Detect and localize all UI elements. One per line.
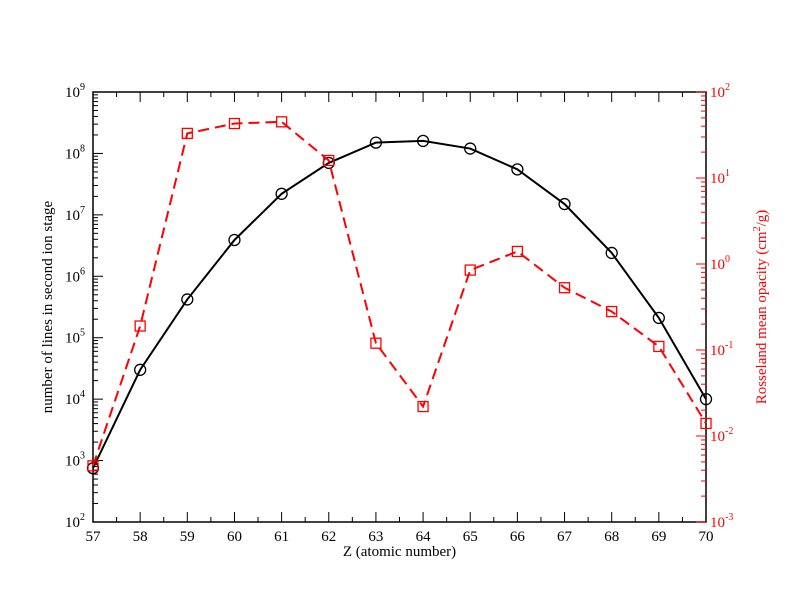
series-2-point [700, 417, 712, 430]
series-2-point [323, 154, 335, 167]
series-2-point [134, 320, 146, 332]
x-axis: 57 58 59 60 61 62 63 64 65 66 67 68 69 70 [86, 92, 714, 545]
series-2-point [653, 340, 665, 353]
x-tick-label: 63 [368, 529, 383, 545]
series-1-point [558, 197, 571, 211]
y-tick-label: 102 [65, 512, 85, 531]
x-tick-label: 68 [604, 529, 619, 545]
y-tick-label: 104 [65, 389, 85, 408]
x-tick-label: 64 [416, 529, 432, 545]
y-tick-label: 101 [710, 168, 730, 187]
x-tick-label: 58 [133, 529, 148, 545]
series-2-point [87, 460, 99, 472]
series-2-point [370, 337, 382, 349]
right-y-axis-label: Rosseland mean opacity (cm2/g) [752, 210, 770, 405]
y-tick-label: 102 [710, 82, 730, 101]
series-1-point [228, 233, 241, 247]
right-y-axis-label-end: /g) [754, 210, 770, 227]
y-tick-label: 100 [710, 254, 730, 273]
y-tick-label: 10-3 [710, 512, 733, 531]
right-y-axis: 10-3 10-2 10-1 100 101 102 [696, 82, 733, 531]
y-tick-label: 10-1 [710, 340, 733, 359]
series-1-point [416, 134, 430, 148]
x-tick-label: 67 [557, 529, 573, 545]
x-tick-label: 62 [321, 529, 336, 545]
y-tick-label: 107 [65, 205, 85, 224]
series-1-point [134, 363, 147, 376]
series-layer [86, 116, 713, 475]
series-1-point [699, 392, 713, 406]
series-2-point [228, 117, 241, 130]
y-tick-label: 10-2 [710, 426, 733, 445]
series-1-point [605, 246, 618, 260]
series-2-point [275, 116, 288, 128]
right-y-axis-label-main: Rosseland mean opacity (cm [754, 231, 770, 404]
series-1-point [464, 142, 477, 155]
series-1-point [511, 163, 524, 176]
x-tick-label: 70 [699, 529, 714, 545]
x-tick-label: 59 [180, 529, 195, 545]
x-axis-label: Z (atomic number) [343, 544, 456, 560]
series-1-point [369, 136, 383, 149]
y-tick-label: 106 [65, 266, 85, 285]
x-tick-label: 66 [510, 529, 526, 545]
x-tick-label: 60 [227, 529, 242, 545]
series-2-point [511, 245, 524, 258]
series-1-line [92, 139, 707, 469]
series-2-point [417, 400, 429, 413]
series-2-point [558, 282, 571, 294]
y-tick-label: 108 [65, 143, 85, 162]
series-2-point [464, 264, 476, 276]
right-y-axis-label-sup: 2 [752, 226, 763, 231]
series-1-point [275, 187, 288, 200]
series-2-point [181, 127, 193, 140]
x-tick-label: 57 [86, 529, 102, 545]
y-tick-label: 103 [65, 451, 85, 470]
y-tick-label: 105 [65, 328, 85, 347]
y-tick-label: 109 [65, 82, 85, 101]
series-2-point [606, 305, 618, 318]
left-y-axis-label: number of lines in second ion stage [40, 200, 56, 413]
x-tick-label: 65 [463, 529, 478, 545]
x-tick-label: 61 [274, 529, 289, 545]
series-1-point [652, 311, 665, 325]
series-1-point [181, 293, 194, 306]
x-tick-label: 69 [651, 529, 666, 545]
left-y-axis: 102 103 104 105 106 107 108 109 [65, 82, 103, 531]
